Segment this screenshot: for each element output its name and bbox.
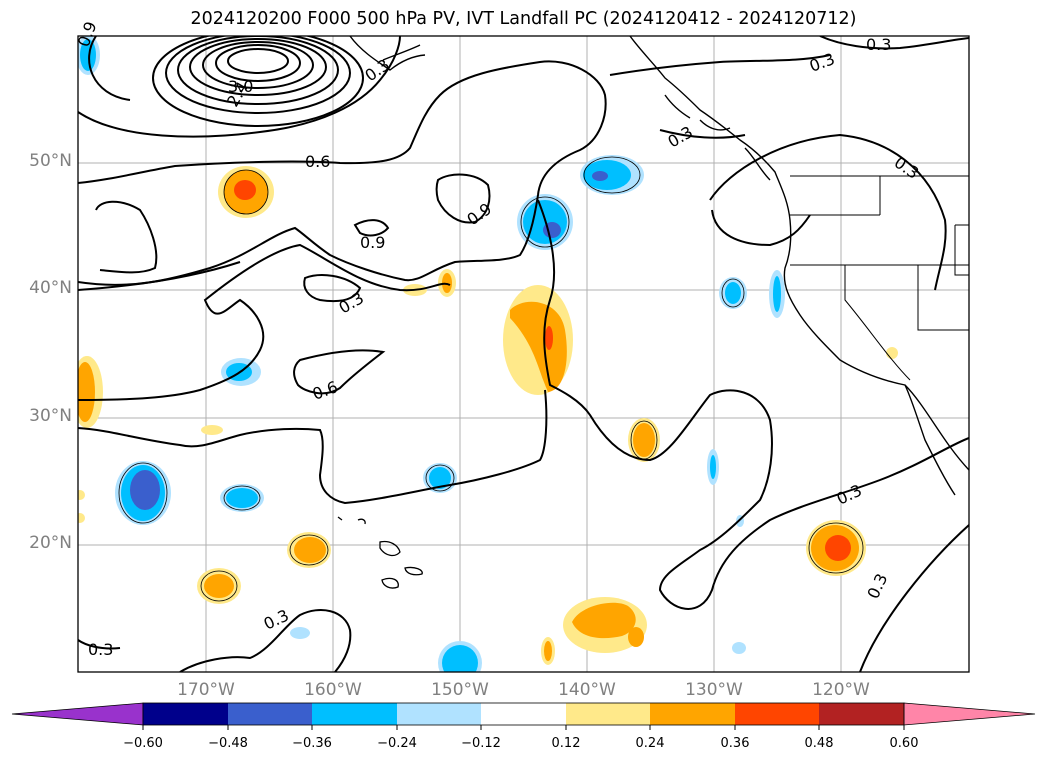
colorbar-segment bbox=[397, 703, 481, 725]
gridlines bbox=[78, 36, 969, 672]
coastline bbox=[349, 36, 969, 496]
colorbar-segment bbox=[819, 703, 904, 725]
contour-label: 0.3 bbox=[807, 49, 837, 76]
colorbar-segment bbox=[650, 703, 735, 725]
contour-labels: 0.9 3.0 2.4 0.3 0.3 0.3 0.6 0.9 0.9 0.3 … bbox=[74, 19, 923, 659]
colorbar-tick-label: 0.36 bbox=[720, 736, 750, 751]
colorbar-tick-label: 0.24 bbox=[635, 736, 665, 751]
shaded-anomalies bbox=[78, 36, 898, 672]
contour-label: 0.3 bbox=[361, 55, 393, 85]
contour-label: 0.3 bbox=[834, 481, 865, 509]
colorbar-tick-label: 0.60 bbox=[889, 736, 919, 751]
colorbar-segment bbox=[228, 703, 312, 725]
contour-label: 0.6 bbox=[305, 152, 330, 171]
contour-label: 0.3 bbox=[336, 288, 368, 317]
lon-label: 120°W bbox=[812, 680, 870, 700]
colorbar-segment bbox=[143, 703, 228, 725]
lat-label: 50°N bbox=[29, 151, 72, 171]
political-borders bbox=[790, 175, 969, 381]
colorbar-segment bbox=[481, 703, 566, 725]
contour-label: 0.9 bbox=[463, 199, 495, 229]
contour-label: 0.6 bbox=[310, 377, 340, 404]
lon-label: 160°W bbox=[304, 680, 362, 700]
map-title: 2024120200 F000 500 hPa PV, IVT Landfall… bbox=[190, 9, 857, 29]
colorbar-segment bbox=[735, 703, 819, 725]
colorbar-tick-label: −0.24 bbox=[377, 736, 417, 751]
colorbar-tick-label: −0.12 bbox=[461, 736, 501, 751]
contour-label: 0.3 bbox=[88, 640, 113, 659]
contour-label: 0.3 bbox=[261, 606, 292, 634]
contour-label: 0.3 bbox=[891, 153, 923, 183]
contour-label: 3.0 bbox=[228, 77, 253, 96]
lon-label: 130°W bbox=[685, 680, 743, 700]
lon-label: 140°W bbox=[558, 680, 616, 700]
colorbar-tick-label: −0.48 bbox=[208, 736, 248, 751]
lat-label: 30°N bbox=[29, 406, 72, 426]
colorbar-tick-label: 0.48 bbox=[804, 736, 834, 751]
colorbar-segment bbox=[566, 703, 650, 725]
contour-label: 0.3 bbox=[866, 35, 891, 54]
lon-label: 170°W bbox=[177, 680, 235, 700]
contour-label: 0.3 bbox=[863, 571, 891, 602]
anomaly-outlines bbox=[118, 156, 864, 602]
contour-label: 0.9 bbox=[360, 233, 385, 252]
colorbar-tick-label: −0.60 bbox=[123, 736, 163, 751]
lon-label: 150°W bbox=[431, 680, 489, 700]
lat-label: 40°N bbox=[29, 278, 72, 298]
colorbar bbox=[11, 702, 1036, 730]
hawaii-islands bbox=[337, 516, 423, 589]
colorbar-tick-label: −0.36 bbox=[292, 736, 332, 751]
plot-frame bbox=[77, 35, 970, 673]
colorbar-extend-left bbox=[11, 702, 144, 726]
pv-contours bbox=[78, 36, 969, 672]
contour-label: 0.3 bbox=[665, 122, 697, 151]
colorbar-tick-label: 0.12 bbox=[551, 736, 581, 751]
lat-label: 20°N bbox=[29, 533, 72, 553]
colorbar-segment bbox=[312, 703, 397, 725]
colorbar-extend-right bbox=[903, 702, 1036, 726]
